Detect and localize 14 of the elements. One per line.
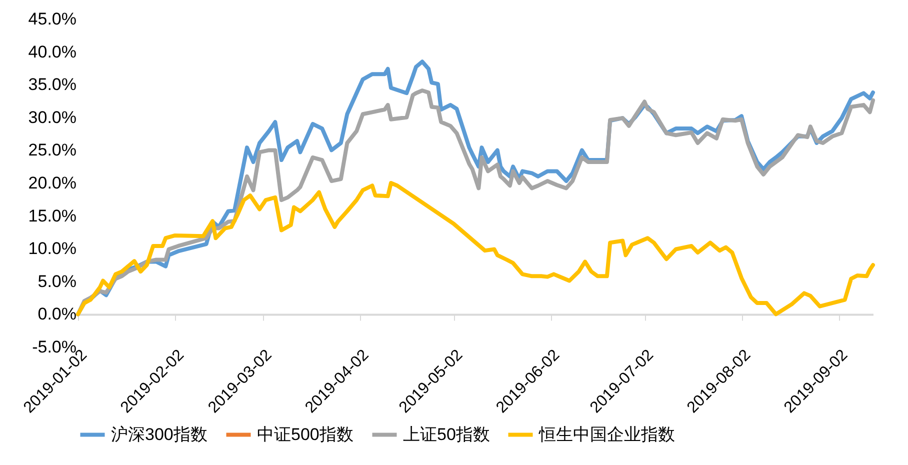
y-tick-label: 20.0% (28, 174, 76, 192)
y-tick-label: 0.0% (38, 304, 76, 324)
legend-label: 沪深300指数 (111, 424, 208, 444)
y-tick-label: 35.0% (28, 75, 76, 94)
legend-label: 上证50指数 (403, 424, 490, 444)
y-tick-label: 15.0% (28, 206, 76, 226)
y-tick-label: 10.0% (28, 239, 76, 258)
y-tick-label: 25.0% (28, 140, 76, 160)
y-tick-label: 5.0% (38, 272, 76, 291)
legend-label: 中证500指数 (257, 424, 354, 444)
y-tick-label: 40.0% (28, 42, 76, 62)
y-tick-label: 45.0% (28, 10, 76, 28)
legend-label: 恒生中国企业指数 (538, 424, 675, 444)
y-tick-label: 30.0% (28, 108, 76, 127)
